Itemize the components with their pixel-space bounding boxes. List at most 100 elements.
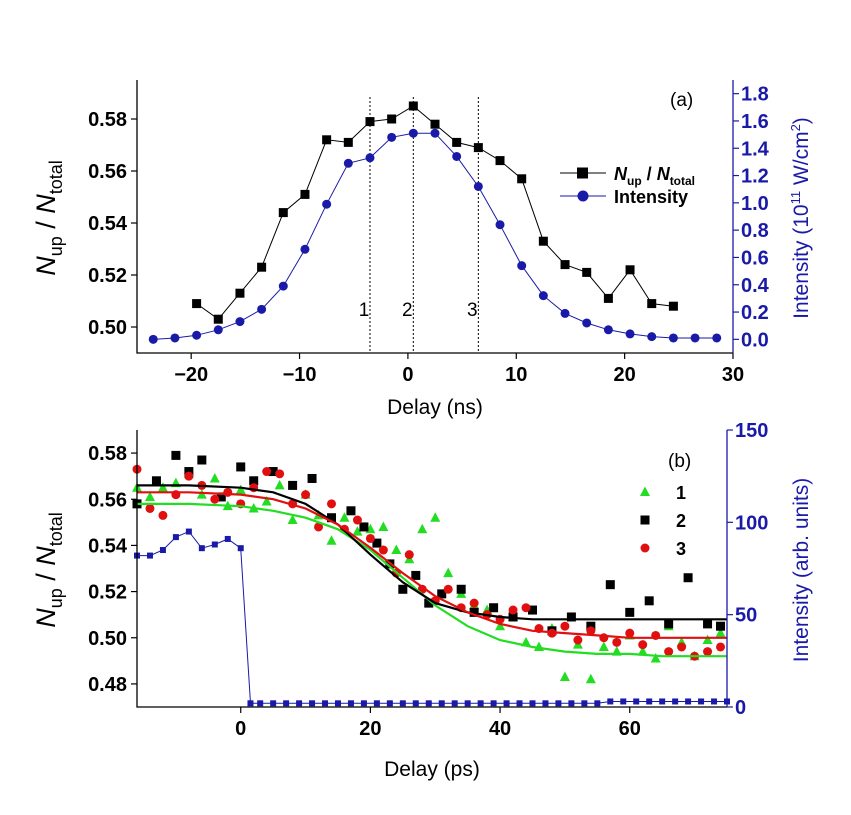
data-point-intensity <box>198 545 205 552</box>
data-point-3 <box>158 510 168 520</box>
data-point-1 <box>144 491 155 501</box>
data-point-intensity <box>672 698 679 705</box>
data-point-intensity <box>516 700 523 707</box>
data-point-nup-ntotal <box>387 114 397 124</box>
data-point-1 <box>443 567 454 578</box>
data-point-nup-ntotal <box>582 267 592 277</box>
data-point-nup-ntotal <box>452 137 462 147</box>
data-point-intensity <box>473 181 483 191</box>
y-tick-label: 0.52 <box>88 582 127 604</box>
x-tick-label: 0 <box>235 718 246 740</box>
x-tick-label: 30 <box>722 364 744 386</box>
data-point-intensity <box>399 700 406 707</box>
data-point-nup-ntotal <box>495 156 505 166</box>
series-line-intensity <box>137 530 727 704</box>
panel-b-left-bottom-axes <box>136 430 727 708</box>
data-point-2 <box>346 506 356 516</box>
data-point-intensity <box>607 698 614 705</box>
data-point-2 <box>586 621 596 631</box>
data-point-nup-ntotal <box>430 119 440 129</box>
data-point-intensity <box>360 700 367 707</box>
data-point-intensity <box>159 547 166 554</box>
data-point-intensity <box>698 698 705 705</box>
fit-curve-1-fit <box>137 502 727 658</box>
right-y-tick-label: 1.8 <box>741 84 769 106</box>
data-point-2 <box>171 450 181 460</box>
panel-a-x-axis-label: Delay (ns) <box>387 396 483 419</box>
data-point-intensity <box>430 128 440 138</box>
data-point-nup-ntotal <box>322 135 332 145</box>
data-point-3 <box>327 499 337 509</box>
panel-a-right-y-axis-label: Intensity (1011 W/cm2) <box>788 117 813 319</box>
panel-a-y-axis-label: Nup / Ntotal <box>31 160 66 276</box>
data-point-3 <box>184 471 194 481</box>
data-point-2 <box>236 462 246 472</box>
series-line-nup-ntotal <box>196 105 674 320</box>
data-point-intensity <box>347 700 354 707</box>
data-point-intensity <box>568 700 575 707</box>
data-point-intensity <box>237 545 244 552</box>
legend-label-3: 3 <box>676 539 686 559</box>
legend-swatch-3 <box>640 543 650 553</box>
right-y-tick-label: 0.2 <box>741 302 769 324</box>
series-line-intensity <box>153 132 717 340</box>
data-point-intensity <box>283 700 290 707</box>
data-point-2 <box>151 476 161 486</box>
data-point-1 <box>585 673 596 684</box>
data-point-1 <box>326 535 337 545</box>
right-y-tick-label: 1.0 <box>741 193 769 215</box>
y-tick-label: 0.48 <box>88 674 127 696</box>
data-point-2 <box>527 605 537 615</box>
data-point-intensity <box>235 317 245 327</box>
data-point-intensity <box>146 552 153 559</box>
data-point-2 <box>398 584 408 594</box>
data-point-nup-ntotal <box>560 260 570 270</box>
data-point-intensity <box>278 281 288 291</box>
data-point-intensity <box>538 291 548 301</box>
data-point-intensity <box>386 700 393 707</box>
data-point-1 <box>378 521 389 531</box>
data-point-1 <box>352 526 363 536</box>
panel-a-legend: Nup / Ntotal Intensity <box>560 164 695 207</box>
data-point-1 <box>287 514 298 525</box>
data-point-intensity <box>322 199 332 209</box>
data-point-2 <box>683 573 693 583</box>
data-point-intensity <box>387 132 397 142</box>
data-point-3 <box>469 598 479 608</box>
data-point-intensity <box>477 700 484 707</box>
data-point-intensity <box>581 700 588 707</box>
data-point-intensity <box>503 700 510 707</box>
data-point-2 <box>605 580 615 590</box>
data-point-intensity <box>659 698 666 705</box>
data-point-1 <box>339 512 350 522</box>
data-point-2 <box>424 598 434 608</box>
data-point-3 <box>404 550 414 560</box>
data-point-1 <box>417 523 428 534</box>
data-point-intensity <box>495 220 505 230</box>
x-tick-label: −20 <box>174 364 208 386</box>
right-y-tick-label: 1.2 <box>741 166 769 188</box>
data-point-nup-ntotal <box>538 236 548 246</box>
data-point-3 <box>638 640 648 650</box>
data-point-3 <box>612 637 622 647</box>
data-point-nup-ntotal <box>300 189 310 199</box>
panel-b-y-axis-label: Nup / Ntotal <box>31 512 66 628</box>
data-point-nup-ntotal <box>668 301 678 311</box>
x-tick-label: 20 <box>359 718 381 740</box>
data-point-3 <box>508 605 518 615</box>
data-point-1 <box>650 653 661 663</box>
data-point-intensity <box>300 244 310 254</box>
data-point-1 <box>274 479 285 490</box>
right-y-tick-label: 0.8 <box>741 220 769 242</box>
data-point-2 <box>716 621 726 631</box>
data-point-2 <box>268 467 278 477</box>
data-point-nup-ntotal <box>343 137 353 147</box>
data-point-nup-ntotal <box>625 265 635 275</box>
data-point-intensity <box>690 333 700 343</box>
data-point-2 <box>456 584 466 594</box>
data-point-3 <box>301 490 311 500</box>
data-point-intensity <box>464 700 471 707</box>
data-point-intensity <box>560 308 570 318</box>
data-point-intensity <box>170 333 180 343</box>
